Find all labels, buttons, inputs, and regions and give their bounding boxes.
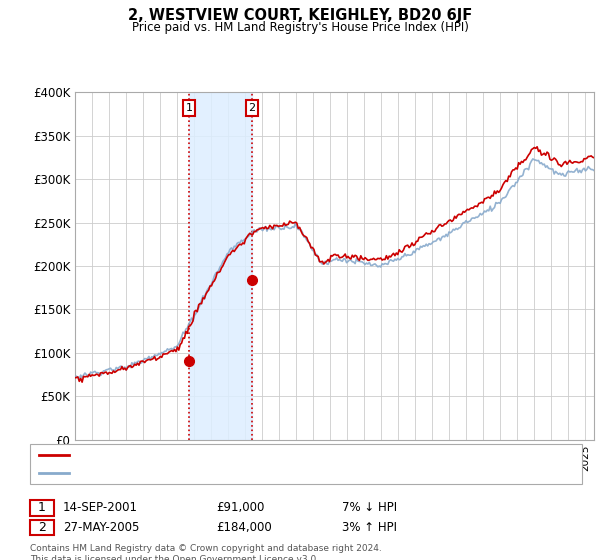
- Text: 2, WESTVIEW COURT, KEIGHLEY, BD20 6JF: 2, WESTVIEW COURT, KEIGHLEY, BD20 6JF: [128, 8, 472, 24]
- Text: 1: 1: [38, 501, 46, 515]
- Text: 7% ↓ HPI: 7% ↓ HPI: [342, 501, 397, 515]
- Text: £91,000: £91,000: [216, 501, 265, 515]
- Text: 27-MAY-2005: 27-MAY-2005: [63, 521, 139, 534]
- Text: 1: 1: [185, 103, 193, 113]
- Text: 2: 2: [248, 103, 256, 113]
- Text: 14-SEP-2001: 14-SEP-2001: [63, 501, 138, 515]
- Text: Price paid vs. HM Land Registry's House Price Index (HPI): Price paid vs. HM Land Registry's House …: [131, 21, 469, 34]
- Bar: [189, 92, 252, 440]
- Text: Contains HM Land Registry data © Crown copyright and database right 2024.
This d: Contains HM Land Registry data © Crown c…: [30, 544, 382, 560]
- Text: HPI: Average price, detached house, Bradford: HPI: Average price, detached house, Brad…: [75, 468, 313, 478]
- Text: 3% ↑ HPI: 3% ↑ HPI: [342, 521, 397, 534]
- Text: 2, WESTVIEW COURT, KEIGHLEY, BD20 6JF (detached house): 2, WESTVIEW COURT, KEIGHLEY, BD20 6JF (d…: [75, 450, 389, 460]
- Text: 2: 2: [38, 521, 46, 534]
- Text: £184,000: £184,000: [216, 521, 272, 534]
